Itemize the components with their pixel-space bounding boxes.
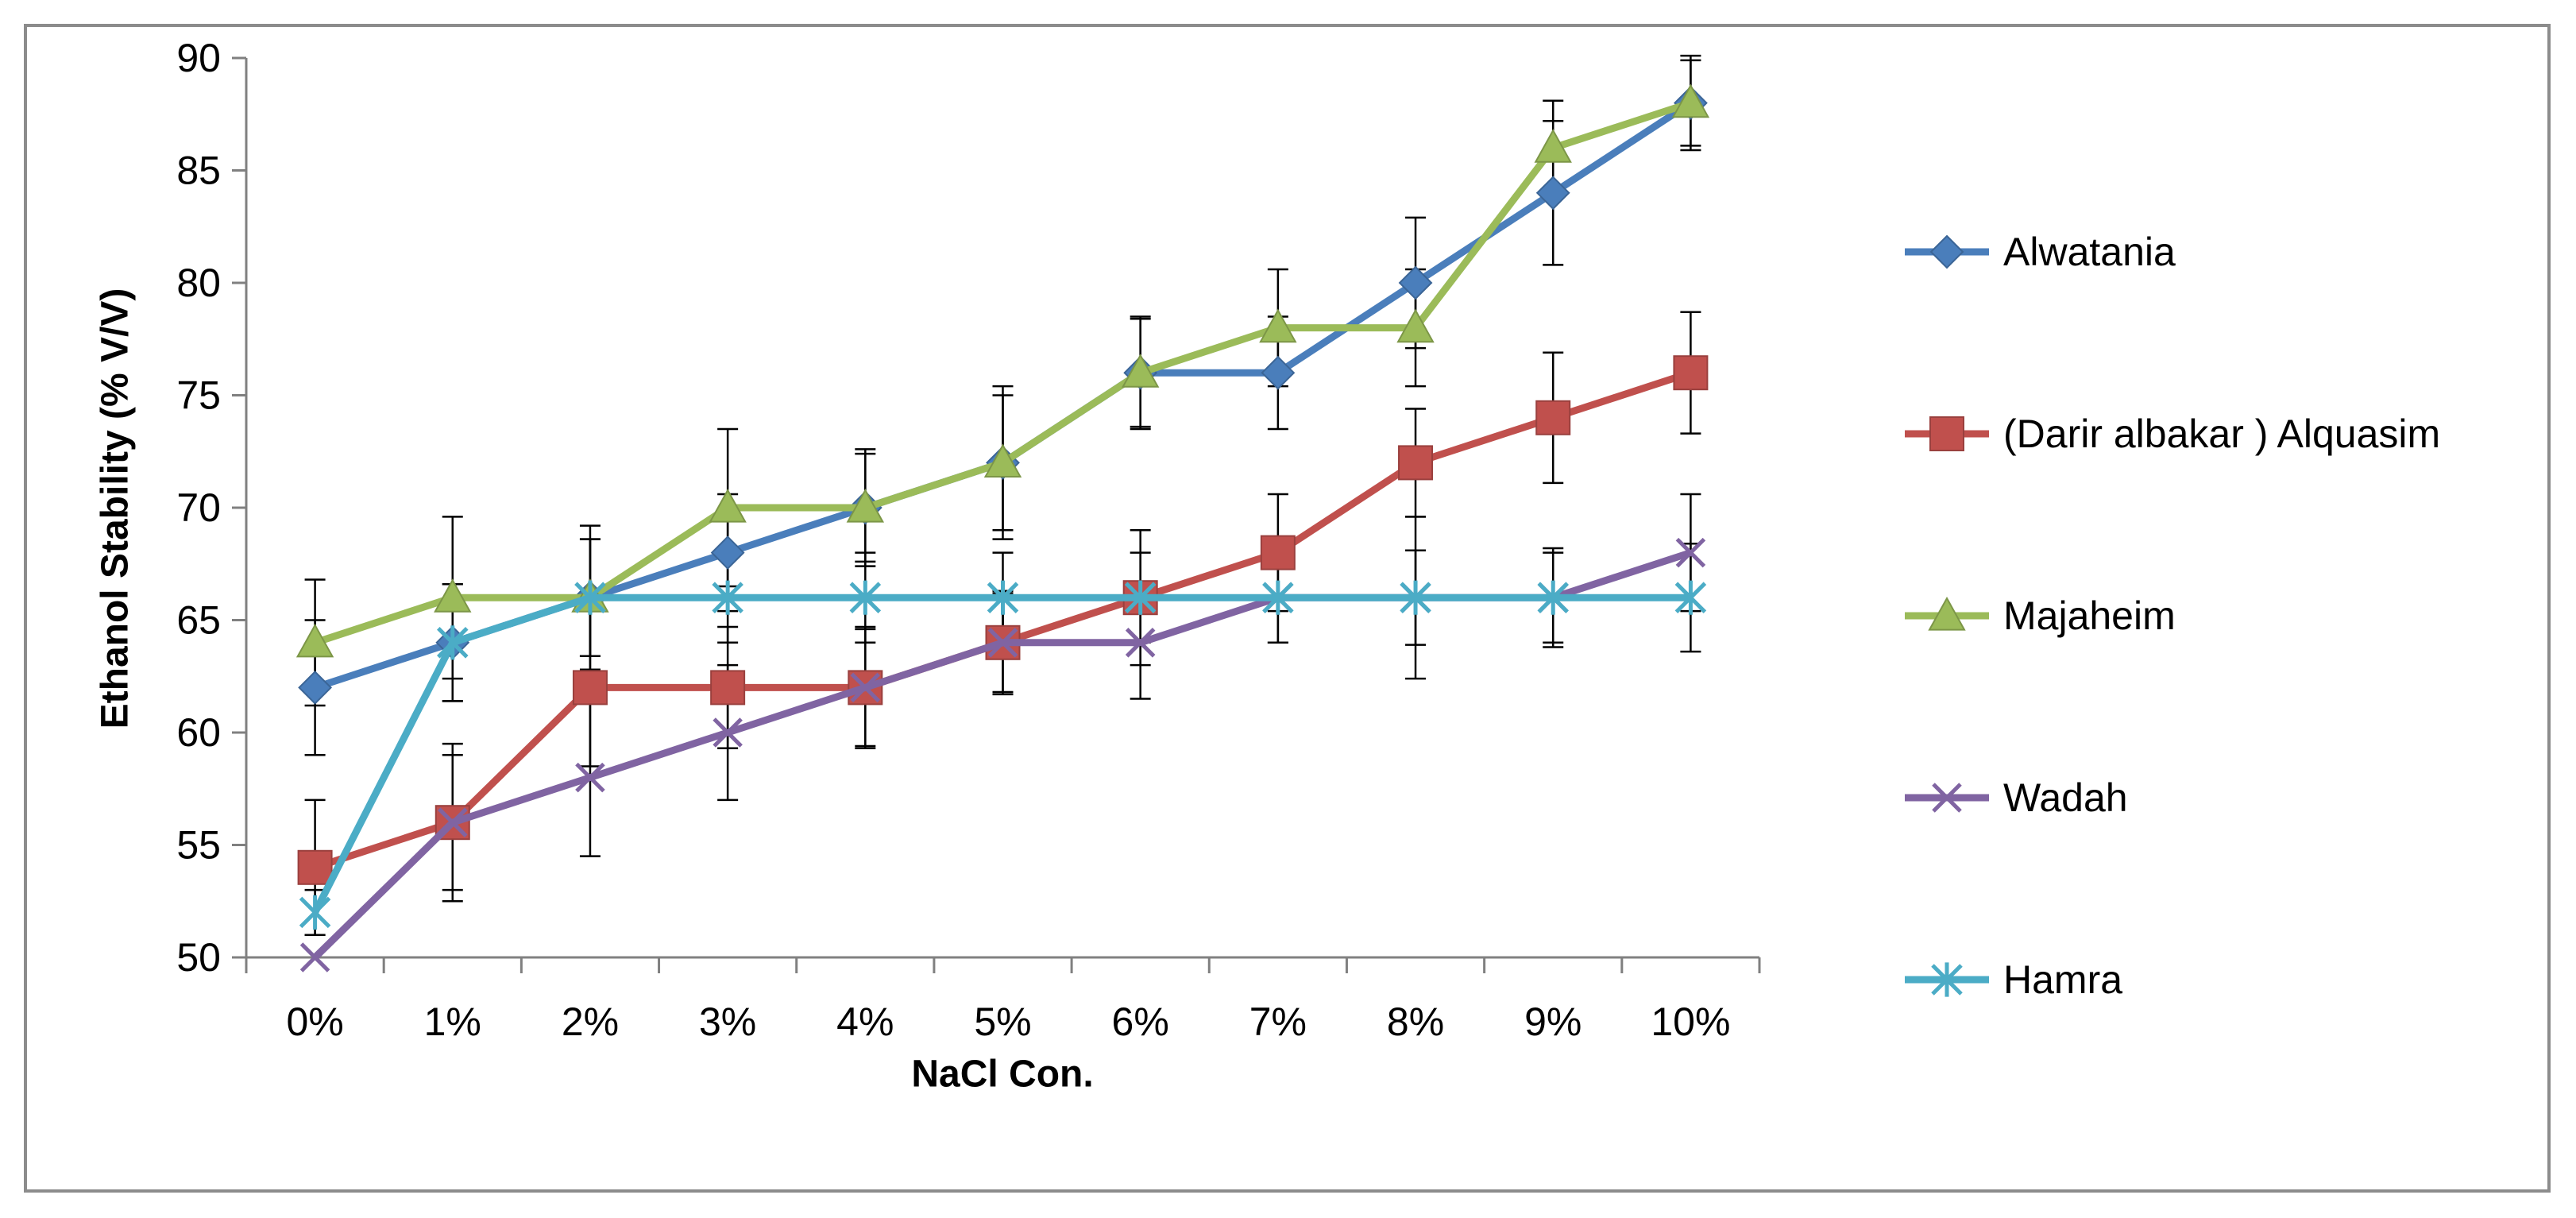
x-tick-label: 10% (1651, 1000, 1730, 1044)
data-point (295, 623, 334, 658)
legend-item: Majaheim (1905, 594, 2176, 638)
legend-item: Hamra (1905, 957, 2122, 1002)
data-point (1121, 354, 1160, 388)
data-point (1398, 265, 1433, 300)
legend-marker (1928, 596, 1966, 631)
data-point (575, 762, 605, 793)
data-point (1260, 535, 1296, 570)
data-point (1671, 83, 1710, 118)
legend-label: Hamra (2003, 957, 2122, 1002)
data-point (983, 443, 1022, 478)
y-axis-title: Ethanol Stability (% V/V) (94, 288, 137, 729)
x-tick-label: 1% (424, 1000, 481, 1044)
data-point (849, 580, 882, 615)
data-point (1259, 308, 1297, 343)
data-point (1398, 445, 1434, 481)
y-tick-label: 85 (176, 149, 221, 193)
data-point (437, 625, 469, 660)
x-tick-label: 9% (1524, 1000, 1582, 1044)
legend-label: Majaheim (2003, 594, 2176, 638)
data-point (1535, 400, 1571, 435)
data-point (709, 488, 747, 523)
data-point (574, 580, 606, 615)
legend-marker (1929, 234, 1964, 269)
data-point (1124, 580, 1157, 615)
y-tick-label: 70 (176, 485, 221, 530)
data-point (846, 488, 885, 523)
data-point (1400, 580, 1431, 615)
data-point (1534, 129, 1572, 163)
data-point (1675, 537, 1706, 568)
legend-item: Wadah (1905, 775, 2128, 820)
data-point (1125, 628, 1156, 658)
legend-marker (1932, 783, 1962, 813)
data-point (297, 849, 333, 885)
data-point (299, 942, 330, 972)
data-point (1396, 308, 1435, 343)
data-point (1535, 176, 1570, 211)
x-tick-label: 8% (1387, 1000, 1444, 1044)
legend-item: Alwatania (1905, 230, 2176, 274)
y-tick-label: 75 (176, 373, 221, 418)
legend-label: Alwatania (2003, 230, 2176, 274)
data-point (298, 670, 333, 705)
legend-item: (Darir albakar ) Alquasim (1905, 412, 2440, 456)
x-tick-label: 7% (1249, 1000, 1307, 1044)
legend-marker (1931, 962, 1963, 997)
data-point (572, 670, 608, 706)
data-point (987, 628, 1018, 658)
x-tick-label: 3% (699, 1000, 756, 1044)
y-tick-label: 60 (176, 710, 221, 755)
data-point (434, 578, 472, 613)
y-tick-label: 90 (176, 36, 221, 80)
data-point (710, 536, 745, 570)
x-tick-label: 4% (836, 1000, 894, 1044)
legend-label: (Darir albakar ) Alquasim (2003, 412, 2440, 456)
data-point (1537, 580, 1569, 615)
data-point (1674, 580, 1707, 615)
data-point (987, 580, 1019, 615)
legend-marker (1929, 416, 1964, 451)
x-tick-label: 2% (562, 1000, 619, 1044)
y-tick-label: 55 (176, 823, 221, 868)
x-tick-label: 5% (974, 1000, 1031, 1044)
x-tick-label: 6% (1112, 1000, 1169, 1044)
data-point (299, 895, 331, 930)
data-point (1673, 355, 1709, 391)
data-point (1261, 355, 1296, 390)
y-tick-label: 50 (176, 935, 221, 980)
legend-label: Wadah (2003, 775, 2128, 820)
y-tick-label: 80 (176, 261, 221, 305)
y-tick-label: 65 (176, 598, 221, 643)
x-tick-label: 0% (286, 1000, 343, 1044)
data-point (1262, 580, 1294, 615)
series-hamra (299, 580, 1707, 930)
data-point (713, 717, 743, 748)
data-point (710, 670, 746, 706)
data-point (850, 672, 881, 703)
data-point (712, 580, 743, 615)
data-point (438, 807, 468, 837)
x-axis-title: NaCl Con. (911, 1053, 1094, 1096)
